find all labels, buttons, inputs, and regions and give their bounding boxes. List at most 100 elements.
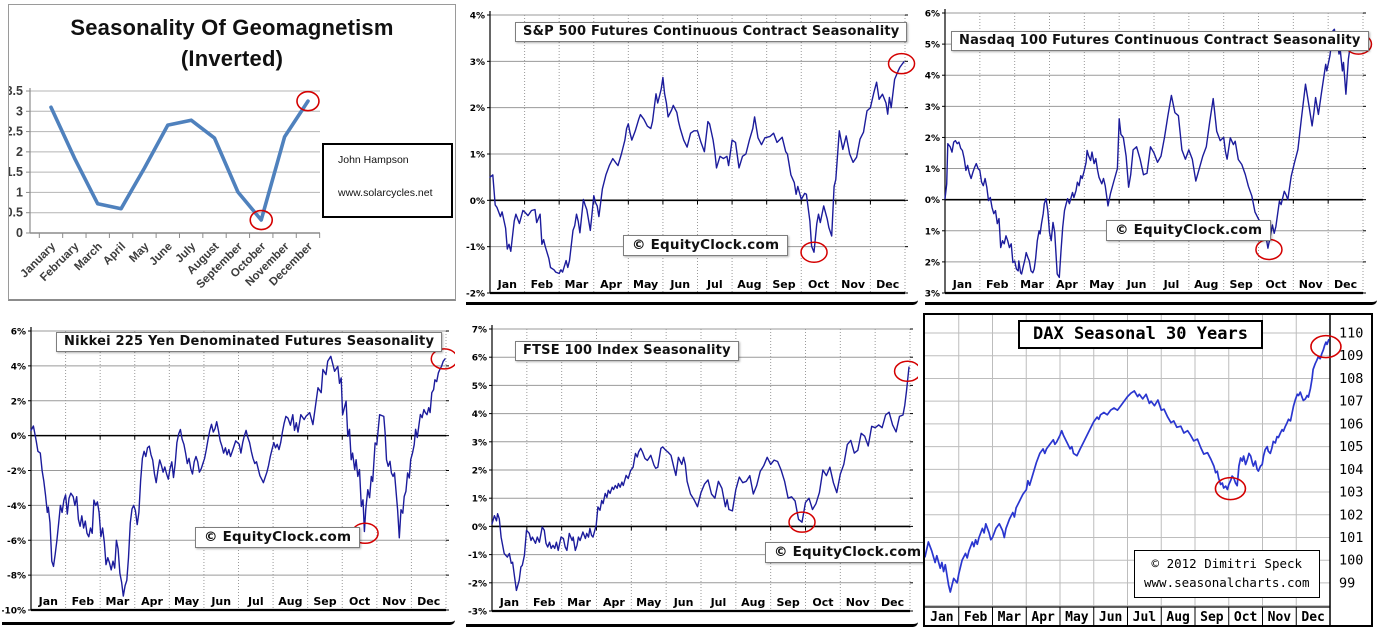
svg-text:Mar: Mar: [998, 610, 1022, 625]
svg-text:101: 101: [1339, 530, 1363, 546]
geomagnetism-plot: 3.532.521.510.50JanuaryFebruaryMarchApri…: [9, 84, 321, 291]
svg-text:Apr: Apr: [603, 596, 625, 609]
geomagnetism-title-line1: Seasonality Of Geomagnetism: [70, 15, 394, 40]
svg-text:Oct: Oct: [349, 595, 370, 608]
svg-text:Jun: Jun: [1126, 278, 1147, 291]
svg-text:Apr: Apr: [600, 278, 622, 291]
svg-text:Jun: Jun: [210, 595, 231, 608]
svg-text:Jun: Jun: [673, 596, 694, 609]
svg-text:2%: 2%: [11, 397, 26, 407]
svg-text:1%: 1%: [925, 165, 940, 175]
svg-text:3%: 3%: [925, 103, 940, 113]
svg-text:1%: 1%: [470, 151, 485, 161]
svg-text:108: 108: [1339, 371, 1363, 387]
attribution-url: www.solarcycles.net: [338, 187, 433, 199]
svg-text:Oct: Oct: [808, 278, 829, 291]
svg-text:103: 103: [1339, 485, 1363, 501]
dax-source-url: www.seasonalcharts.com: [1144, 575, 1310, 591]
attribution-box: John Hampson www.solarcycles.net: [322, 143, 453, 218]
svg-text:Nov: Nov: [382, 595, 407, 608]
svg-text:3%: 3%: [472, 438, 487, 448]
svg-text:-3%: -3%: [925, 290, 940, 300]
svg-text:0%: 0%: [925, 196, 940, 206]
nasdaq-chart-panel: 6% 5% 4% 3% 2% 1% 0% -1% -2% -3% Jan Feb Mar Apr May Ju…: [925, 0, 1377, 305]
svg-text:Jun: Jun: [1099, 610, 1122, 625]
svg-text:6%: 6%: [925, 10, 940, 20]
svg-text:Feb: Feb: [533, 596, 556, 609]
dax-source-box: © 2012 Dimitri Speck www.seasonalcharts.…: [1134, 550, 1320, 598]
ftse-watermark: © EquityClock.com: [765, 542, 931, 563]
dax-chart-title: DAX Seasonal 30 Years: [1018, 320, 1263, 349]
nasdaq-chart-title: Nasdaq 100 Futures Continuous Contract S…: [951, 31, 1369, 51]
nikkei-plot: 6% 4% 2% 0% -2% -4% -6% -8% -10% Jan Feb Mar Apr May J…: [2, 327, 455, 617]
svg-text:Nov: Nov: [841, 278, 866, 291]
svg-text:Apr: Apr: [141, 595, 163, 608]
svg-text:Feb: Feb: [964, 610, 988, 625]
svg-text:Dec: Dec: [876, 278, 899, 291]
nasdaq-watermark: © EquityClock.com: [1106, 220, 1272, 241]
svg-text:Jul: Jul: [247, 595, 264, 608]
svg-text:-3%: -3%: [468, 608, 487, 618]
svg-text:104: 104: [1339, 462, 1363, 478]
svg-text:Sep: Sep: [772, 278, 795, 291]
svg-text:0%: 0%: [472, 523, 487, 533]
nikkei-watermark: © EquityClock.com: [195, 527, 361, 548]
svg-text:2%: 2%: [472, 467, 487, 477]
svg-text:109: 109: [1339, 348, 1363, 364]
svg-text:4%: 4%: [11, 362, 26, 372]
geomagnetism-title-line2: (Inverted): [180, 45, 284, 71]
svg-text:-2%: -2%: [7, 467, 26, 477]
svg-text:2%: 2%: [470, 104, 485, 114]
svg-text:-10%: -10%: [2, 607, 26, 617]
sp500-plot: 4% 3% 2% 1% 0% -1% -2% Jan Feb Mar Apr May Jun Jul Aug…: [466, 11, 916, 300]
svg-text:Aug: Aug: [1194, 278, 1218, 291]
svg-text:3.5: 3.5: [9, 84, 23, 98]
svg-text:2: 2: [16, 145, 23, 159]
svg-text:1: 1: [16, 185, 23, 199]
sp500-chart-panel: 4% 3% 2% 1% 0% -1% -2% Jan Feb Mar Apr May Jun Jul Aug…: [466, 0, 918, 305]
dax-chart-panel: 110 109 108 107 106 105 104 103 102 101 100 99 Jan Fe…: [923, 313, 1373, 627]
svg-text:Feb: Feb: [986, 278, 1009, 291]
svg-text:-2%: -2%: [925, 258, 940, 268]
svg-text:April: April: [101, 241, 128, 268]
svg-text:Aug: Aug: [741, 596, 765, 609]
svg-text:105: 105: [1339, 439, 1363, 455]
svg-text:-1%: -1%: [468, 551, 487, 561]
svg-text:Sep: Sep: [313, 595, 336, 608]
dax-plot: 110 109 108 107 106 105 104 103 102 101 100 99 Jan Fe…: [925, 315, 1363, 625]
svg-text:Feb: Feb: [72, 595, 95, 608]
svg-text:Jun: Jun: [669, 278, 690, 291]
svg-text:Mar: Mar: [565, 278, 589, 291]
svg-text:Mar: Mar: [567, 596, 591, 609]
svg-text:Nov: Nov: [846, 596, 871, 609]
ftse-chart-panel: 7% 6% 5% 4% 3% 2% 1% 0% -1% -2% -3% Jan Feb Mar Apr May…: [466, 312, 931, 627]
attribution-author: John Hampson: [338, 154, 409, 166]
svg-text:Dec: Dec: [1334, 278, 1357, 291]
svg-text:-2%: -2%: [466, 290, 485, 300]
svg-text:Sep: Sep: [776, 596, 799, 609]
dax-source-copyright: © 2012 Dimitri Speck: [1151, 556, 1303, 571]
nikkei-chart-title: Nikkei 225 Yen Denominated Futures Seaso…: [56, 332, 443, 352]
svg-text:Nov: Nov: [1268, 610, 1292, 625]
svg-text:Mar: Mar: [1020, 278, 1044, 291]
svg-text:0%: 0%: [470, 197, 485, 207]
svg-text:100: 100: [1339, 553, 1363, 569]
svg-text:-1%: -1%: [466, 243, 485, 253]
svg-text:0%: 0%: [11, 432, 26, 442]
svg-text:May: May: [1065, 610, 1089, 625]
svg-text:-1%: -1%: [925, 227, 940, 237]
sp500-watermark: © EquityClock.com: [623, 235, 789, 256]
svg-text:Aug: Aug: [278, 595, 302, 608]
svg-text:Aug: Aug: [737, 278, 761, 291]
svg-text:May: May: [633, 278, 658, 291]
svg-text:-4%: -4%: [7, 502, 26, 512]
svg-text:3: 3: [16, 104, 23, 118]
svg-text:0.5: 0.5: [9, 206, 23, 220]
svg-text:99: 99: [1339, 575, 1355, 591]
svg-text:1%: 1%: [472, 495, 487, 505]
svg-text:7%: 7%: [472, 326, 487, 336]
geomagnetism-chart-title: Seasonality Of Geomagnetism (Inverted): [9, 13, 455, 75]
svg-text:-2%: -2%: [468, 579, 487, 589]
svg-text:-6%: -6%: [7, 537, 26, 547]
